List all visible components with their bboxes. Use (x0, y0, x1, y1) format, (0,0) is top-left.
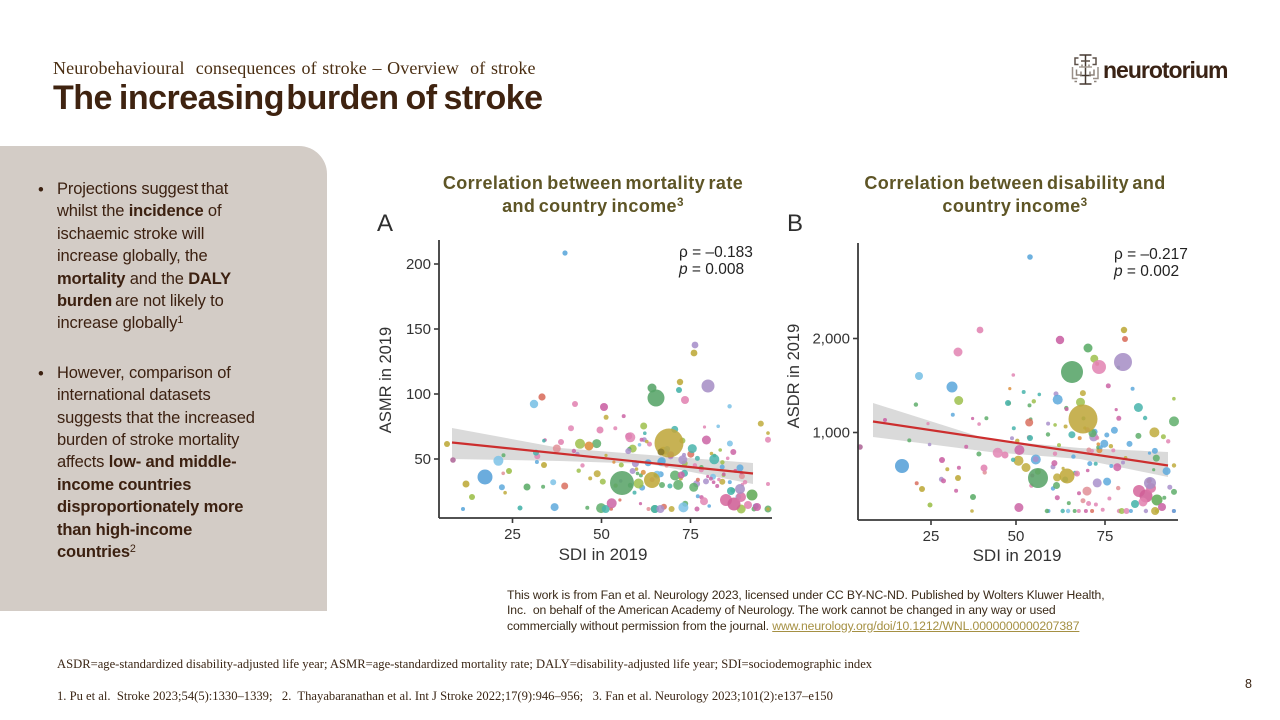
svg-text:p = 0.002: p = 0.002 (1113, 263, 1179, 280)
svg-text:50: 50 (1008, 528, 1025, 545)
svg-text:1,000: 1,000 (812, 425, 850, 442)
svg-text:25: 25 (923, 528, 940, 545)
svg-text:200: 200 (406, 256, 431, 273)
svg-text:50: 50 (414, 451, 431, 468)
svg-text:2,000: 2,000 (812, 331, 850, 348)
svg-text:150: 150 (406, 321, 431, 338)
svg-text:75: 75 (1097, 528, 1114, 545)
svg-text:p = 0.008: p = 0.008 (678, 261, 744, 278)
svg-text:SDI in 2019: SDI in 2019 (559, 545, 648, 564)
svg-text:25: 25 (504, 526, 521, 543)
svg-text:ρ = –0.183: ρ = –0.183 (679, 244, 753, 261)
svg-text:ASMR in 2019: ASMR in 2019 (377, 327, 395, 433)
svg-text:ρ = –0.217: ρ = –0.217 (1114, 246, 1188, 263)
svg-text:100: 100 (406, 386, 431, 403)
svg-text:50: 50 (593, 526, 610, 543)
svg-text:SDI in 2019: SDI in 2019 (973, 546, 1062, 565)
svg-text:ASDR in 2019: ASDR in 2019 (785, 324, 803, 429)
svg-text:75: 75 (682, 526, 699, 543)
